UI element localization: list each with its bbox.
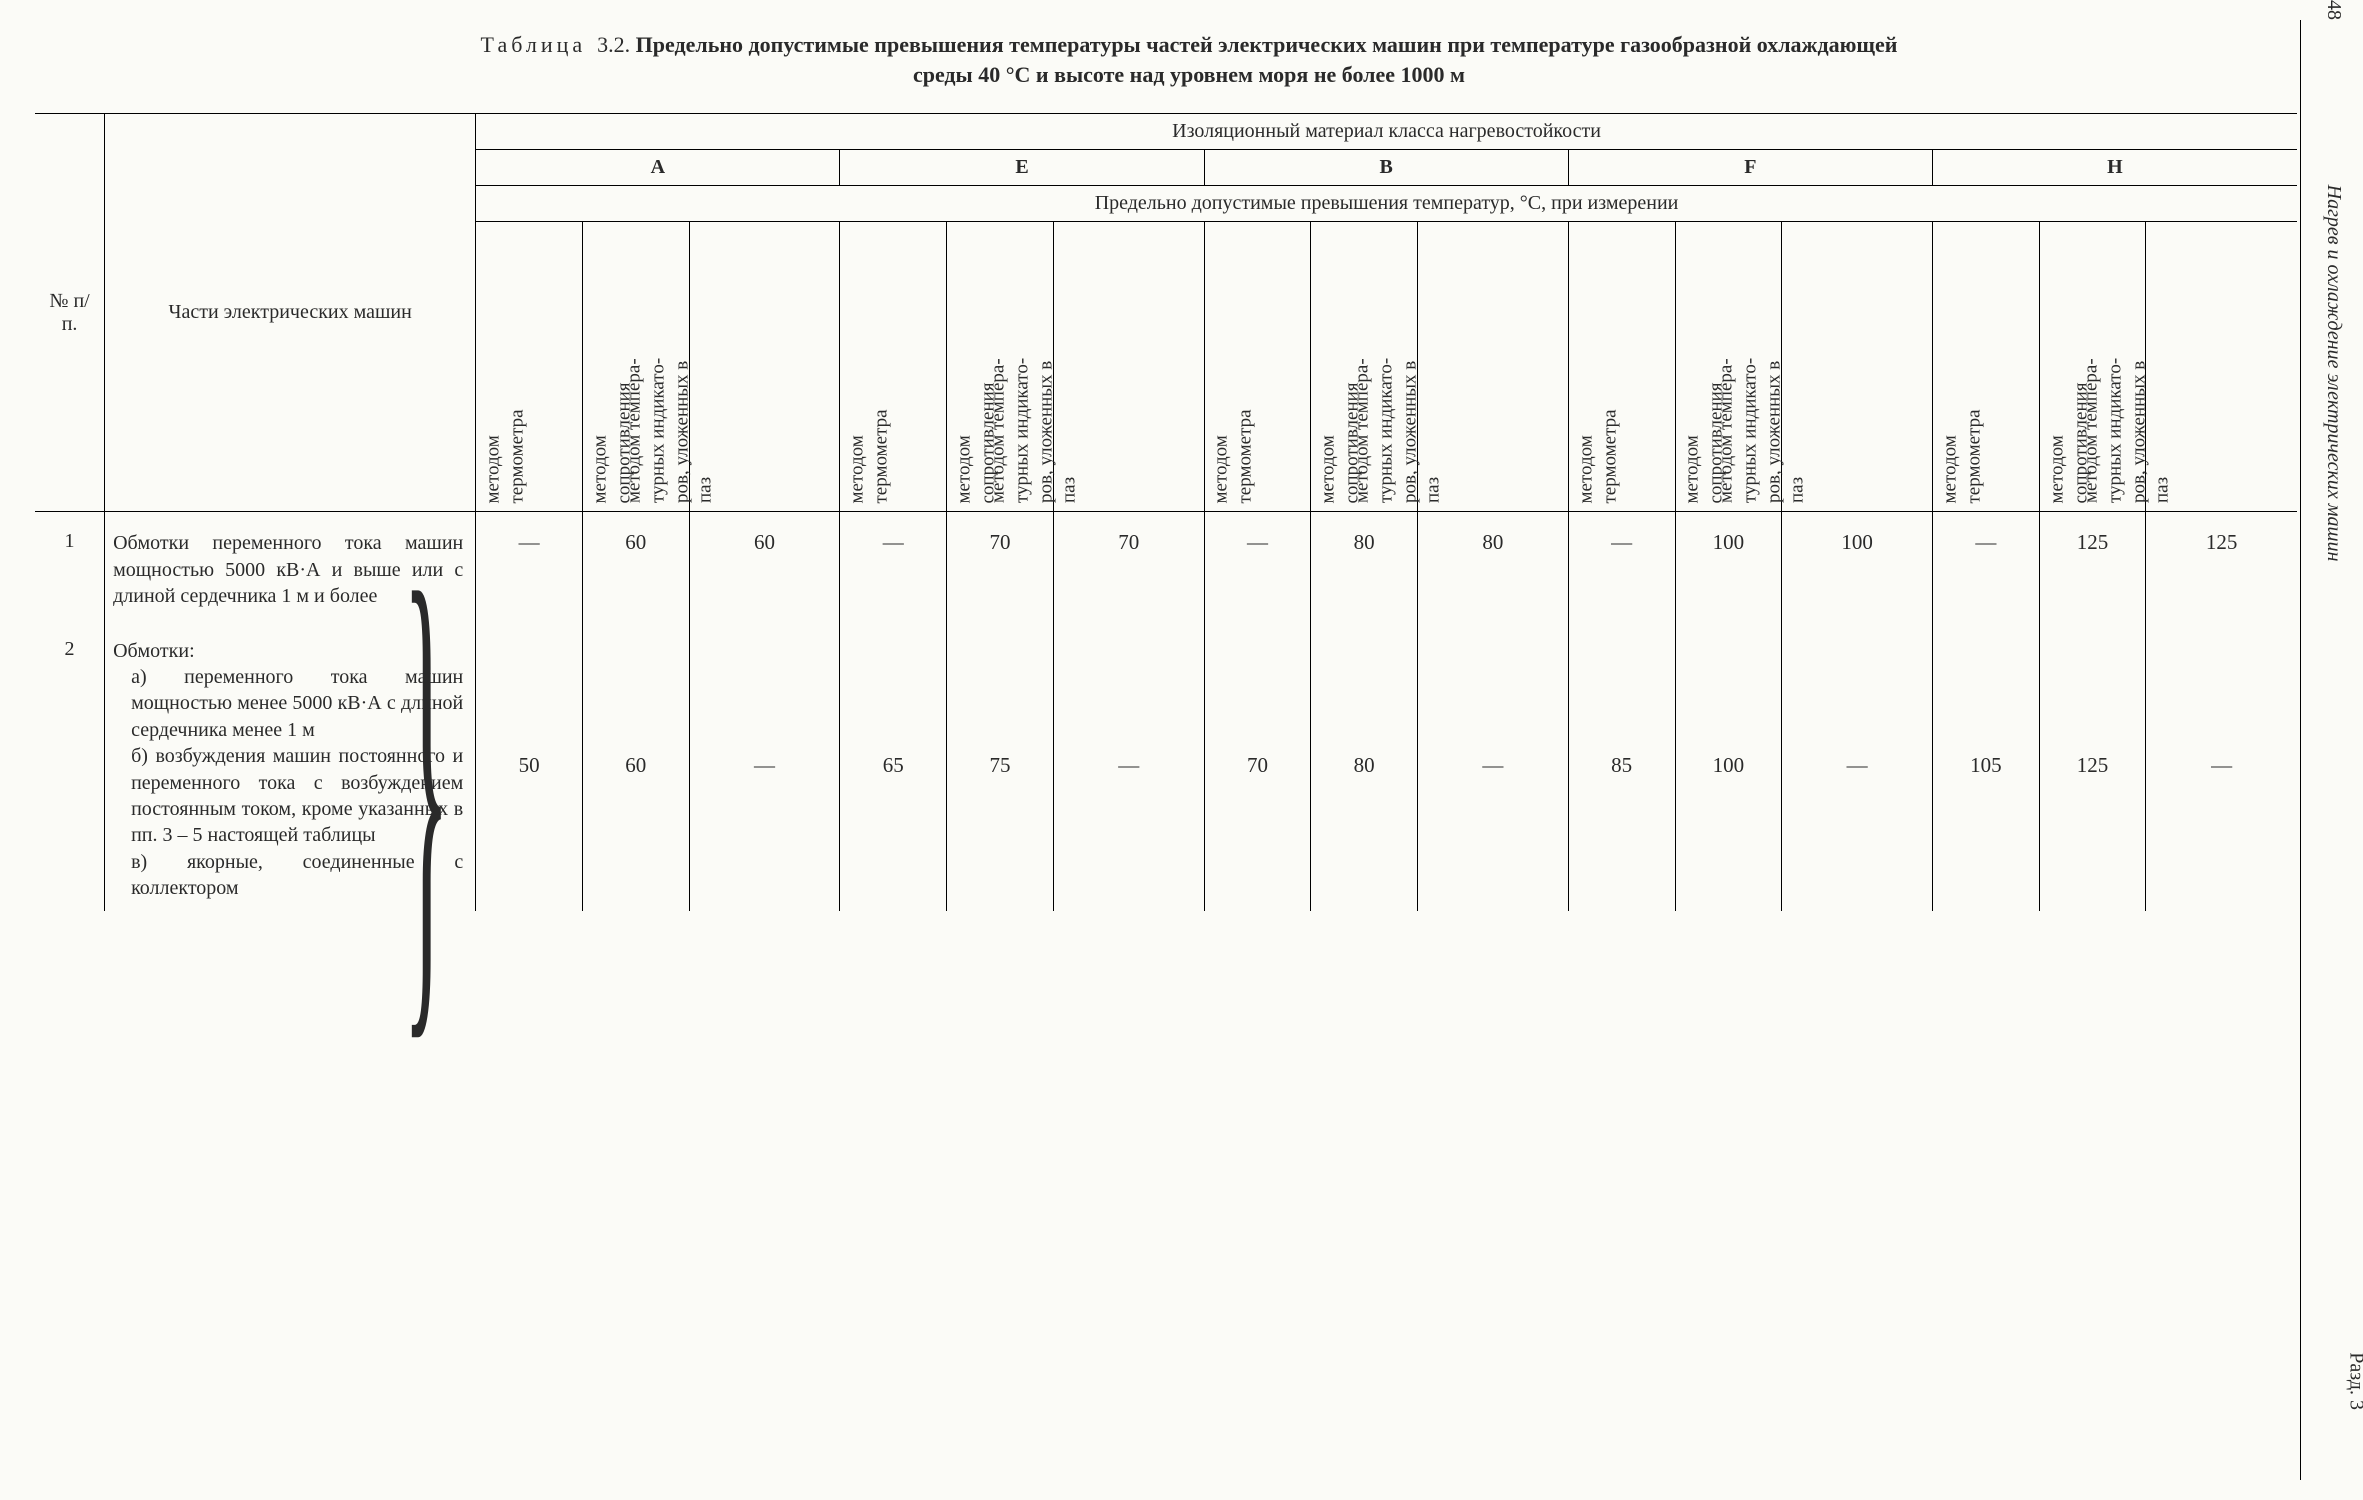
- cell: 50: [476, 620, 583, 912]
- span-insulation-class: Изоляционный материал класса нагревостой…: [476, 114, 2297, 150]
- cell: 85: [1568, 620, 1675, 912]
- caption-number: 3.2.: [597, 32, 630, 57]
- cell: —: [840, 512, 947, 620]
- class-B: B: [1204, 150, 1568, 186]
- cell: 80: [1311, 620, 1418, 912]
- row2-head: Обмотки:: [113, 640, 195, 662]
- method-header: методомтермометра: [840, 222, 947, 512]
- running-head: Нагрев и охлаждение электрических машин: [2322, 185, 2345, 562]
- method-header: методомтермометра: [1933, 222, 2040, 512]
- cell: —: [689, 620, 840, 912]
- table-caption: Таблица 3.2. Предельно допустимые превыш…: [239, 30, 2139, 89]
- caption-title-line2: среды 40 °С и высоте над уровнем моря не…: [913, 62, 1465, 87]
- cell: 60: [689, 512, 840, 620]
- page-number: 48: [2322, 0, 2345, 20]
- method-header: методом темпера-турных индикато-ров, уло…: [2146, 222, 2297, 512]
- method-header: методом темпера-турных индикато-ров, уло…: [689, 222, 840, 512]
- cell: —: [476, 512, 583, 620]
- class-E: E: [840, 150, 1204, 186]
- method-header: методом темпера-турных индикато-ров, уло…: [1418, 222, 1569, 512]
- cell: 70: [1204, 620, 1311, 912]
- cell: 60: [582, 620, 689, 912]
- cell: —: [1204, 512, 1311, 620]
- method-header: методомтермометра: [476, 222, 583, 512]
- method-header: методомтермометра: [1204, 222, 1311, 512]
- cell: 75: [947, 620, 1054, 912]
- cell: —: [1568, 512, 1675, 620]
- cell: 80: [1311, 512, 1418, 620]
- span-measurement: Предельно допустимые превышения температ…: [476, 186, 2297, 222]
- limits-table: № п/п. Части электрических машин Изоляци…: [35, 113, 2297, 911]
- cell: 60: [582, 512, 689, 620]
- cell: 70: [1053, 512, 1204, 620]
- col-desc-header: Части электрических машин: [105, 114, 476, 512]
- cell: 65: [840, 620, 947, 912]
- class-F: F: [1568, 150, 1932, 186]
- caption-prefix: Таблица: [481, 32, 587, 57]
- margin-rule: [2300, 20, 2301, 1480]
- cell: —: [2146, 620, 2297, 912]
- cell: —: [1782, 620, 1933, 912]
- row-desc: Обмотки: а) переменного тока машин мощно…: [105, 620, 476, 912]
- method-header: методомтермометра: [1568, 222, 1675, 512]
- row-number: 1: [35, 512, 105, 620]
- cell: —: [1418, 620, 1569, 912]
- row-number: 2: [35, 620, 105, 912]
- section-label: Разд. 3: [2345, 1352, 2363, 1410]
- cell: 125: [2146, 512, 2297, 620]
- cell: 100: [1675, 512, 1782, 620]
- method-header: методом темпера-турных индикато-ров, уло…: [1782, 222, 1933, 512]
- cell: 80: [1418, 512, 1569, 620]
- cell: 100: [1782, 512, 1933, 620]
- cell: 105: [1933, 620, 2040, 912]
- cell: —: [1933, 512, 2040, 620]
- method-header: методом темпера-турных индикато-ров, уло…: [1053, 222, 1204, 512]
- table-row: 2 Обмотки: а) переменного тока машин мощ…: [35, 620, 2297, 912]
- class-A: A: [476, 150, 840, 186]
- table-row: 1 Обмотки переменного тока машин мощност…: [35, 512, 2297, 620]
- cell: 125: [2039, 512, 2146, 620]
- caption-title-line1: Предельно допустимые превышения температ…: [636, 32, 1898, 57]
- col-number-header: № п/п.: [35, 114, 105, 512]
- cell: —: [1053, 620, 1204, 912]
- class-H: H: [1933, 150, 2297, 186]
- cell: 70: [947, 512, 1054, 620]
- cell: 100: [1675, 620, 1782, 912]
- cell: 125: [2039, 620, 2146, 912]
